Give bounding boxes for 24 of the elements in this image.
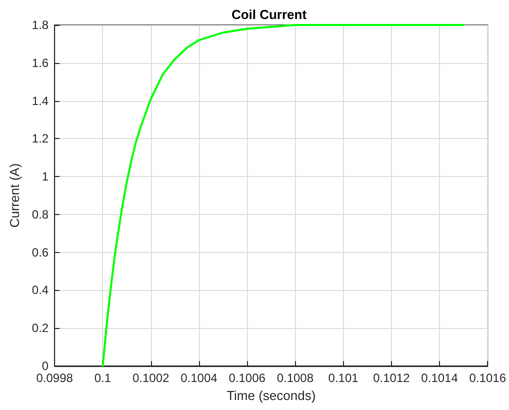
x-axis-title: Time (seconds) [226, 388, 316, 403]
y-tick-label: 1.4 [32, 94, 49, 108]
y-tick-label: 0.4 [32, 283, 49, 298]
y-tick-label: 0.2 [32, 321, 49, 336]
y-tick-label: 0 [42, 359, 49, 373]
y-tick-label: 1 [42, 170, 49, 184]
y-tick-label: 1.8 [32, 18, 49, 32]
x-tick-label: 0.1008 [276, 371, 314, 385]
line-series [102, 24, 465, 367]
x-tick-label: 0.1006 [228, 371, 266, 385]
x-tick-label: 0.1002 [132, 371, 170, 385]
x-tick-label: 0.0998 [36, 371, 74, 385]
x-tick-label: 0.1012 [373, 371, 410, 385]
y-tick-label: 1.6 [32, 56, 49, 70]
x-tick-label: 0.1004 [180, 371, 218, 385]
chart-title: Coil Current [231, 7, 308, 22]
y-tick-label: 1.2 [32, 132, 49, 146]
x-tick-label: 0.1016 [469, 371, 506, 385]
y-axis-title: Current (A) [7, 163, 22, 228]
y-tick-label: 0.6 [32, 245, 49, 260]
x-tick-label: 0.101 [328, 371, 359, 385]
x-tick-label: 0.1014 [421, 371, 458, 385]
x-tick-label: 0.1 [94, 371, 112, 385]
y-tick-label: 0.8 [32, 207, 49, 222]
